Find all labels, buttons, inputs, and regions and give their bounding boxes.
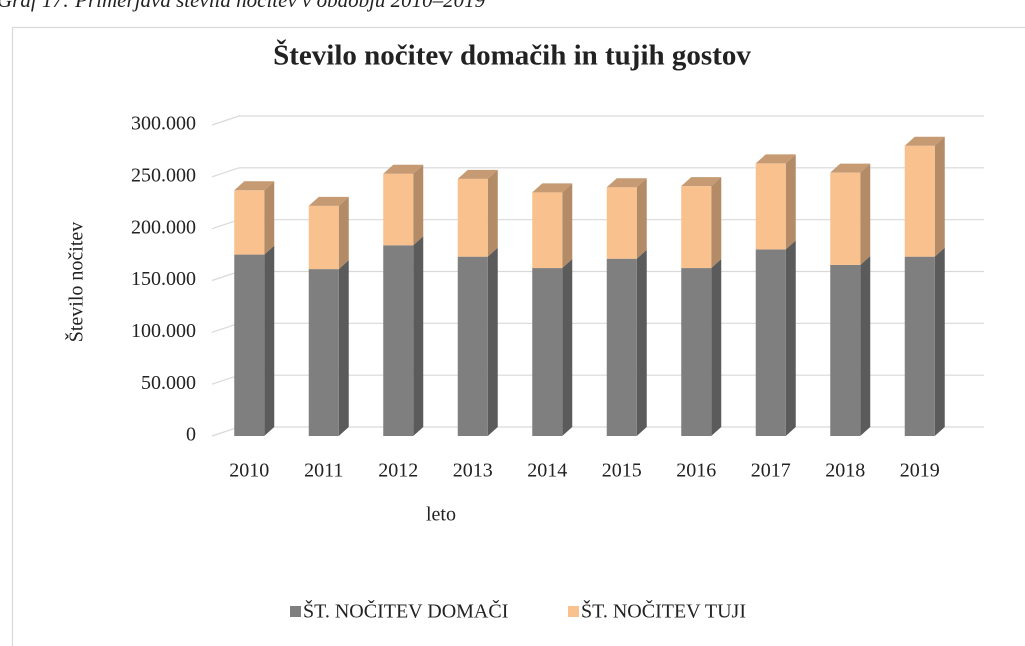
bar-top [457,169,498,179]
bar [457,178,488,257]
bar [532,192,563,269]
x-tick-label: 2012 [378,460,418,482]
grid-line [211,167,984,178]
bar [234,190,265,255]
bar-side [934,136,945,257]
bar-top [234,181,275,191]
legend-label: ŠT. NOČITEV TUJI [581,599,746,623]
bar [457,256,488,436]
bar-top [606,178,647,188]
bar-side [413,236,424,436]
bar-side [636,178,647,259]
bar-top [383,164,424,174]
bar-top [755,154,796,164]
y-axis-label: Število nočitev [64,222,88,343]
bar [383,173,414,246]
bar-side [264,181,275,255]
bar-side [785,240,796,436]
y-tick-label: 150.000 [131,268,196,290]
bar-side [711,259,722,436]
bar-side [934,247,945,436]
bar [755,249,786,436]
bar [308,269,339,436]
bar-top [830,163,871,173]
x-tick-label: 2019 [900,460,940,482]
x-tick-label: 2016 [676,460,716,482]
bar [830,172,861,265]
bar-side [338,260,349,436]
legend-label: ŠT. NOČITEV DOMAČI [303,599,508,623]
bar [681,268,712,436]
bar [755,163,786,250]
x-tick-label: 2014 [527,460,567,482]
y-tick-label: 100.000 [131,320,196,342]
caption: Graf 17: Primerjava števila nočitev v ob… [0,0,486,12]
y-tick-label: 0 [186,424,196,446]
grid-line [211,115,984,126]
y-tick-label: 300.000 [131,113,196,135]
x-tick-label: 2018 [825,460,865,482]
bar-side [413,164,424,246]
x-axis-label: leto [426,504,456,526]
chart-border [11,26,1025,646]
x-tick-label: 2011 [304,460,343,482]
bar [383,245,414,436]
x-tick-label: 2017 [751,460,791,482]
bar [904,145,935,257]
bar-top [681,177,722,187]
bar-side [860,163,871,265]
bar [308,205,339,270]
chart-title: Število nočitev domačih in tujih gostov [273,39,751,72]
legend-swatch [568,606,579,617]
bar-top [904,136,945,146]
y-tick-label: 250.000 [131,164,196,186]
y-tick-label: 50.000 [141,372,196,394]
x-tick-label: 2013 [453,460,493,482]
bar-top [532,183,573,193]
bar [606,187,637,259]
legend-swatch [290,606,301,617]
y-tick-label: 200.000 [131,216,196,238]
bar-side [264,245,275,436]
bar-top [308,196,349,206]
bar [606,258,637,436]
bar [532,268,563,436]
bar-side [711,177,722,269]
x-tick-label: 2010 [229,460,269,482]
bar-side [487,247,498,436]
bar-side [636,249,647,436]
bar [830,264,861,436]
bar [904,256,935,436]
bar-side [562,183,573,269]
bar-side [860,255,871,436]
bar-side [338,196,349,270]
bar-side [562,259,573,436]
bar [234,254,265,436]
bar-side [785,154,796,250]
bar-side [487,169,498,257]
x-tick-label: 2015 [602,460,642,482]
bar [681,186,712,269]
